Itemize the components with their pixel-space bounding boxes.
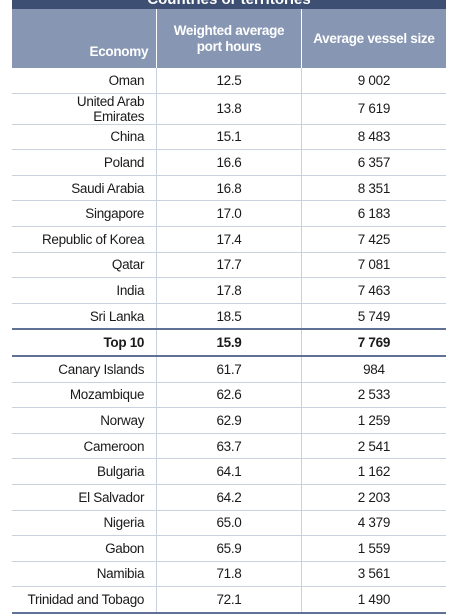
table-row: Republic of Korea 17.4 7 425 [12,226,446,253]
column-header: Weighted average port hours [156,9,302,68]
table-cell: 65.0 [156,510,302,537]
table-body: Oman 12.5 9 002 United Arab Emirates 13.8 7 6… [12,68,446,614]
title-bar: Countries or territories [12,0,446,9]
table-cell: 6 183 [301,200,446,227]
table-cell: 13.8 [156,93,302,125]
table-cell: Top 10 [12,328,158,357]
table-cell: 7 425 [301,226,446,253]
table-row: Saudi Arabia 16.8 8 351 [12,175,446,202]
table-row: Gabon 65.9 1 559 [12,535,446,562]
table-cell: 62.6 [156,382,302,409]
table-cell: China [12,124,158,151]
header-row: Economy Weighted average port hours Averag… [12,9,446,68]
table-cell: Nigeria [12,510,158,537]
table-cell: Sri Lanka [12,303,158,330]
table-cell: 1 259 [301,407,446,434]
table-cell: Saudi Arabia [12,175,158,202]
table-cell: 16.6 [156,149,302,176]
table-cell: United Arab Emirates [12,93,158,125]
table-cell: 7 081 [301,252,446,279]
table-cell: India [12,277,158,304]
table-row: Canary Islands 61.7 984 [12,355,446,383]
table-cell: 16.8 [156,175,302,202]
table-cell: 9 002 [301,68,446,94]
column-header: Economy [12,9,158,68]
table-cell: 17.7 [156,252,302,279]
table-row: Oman 12.5 9 002 [12,68,446,94]
table-cell: 15.9 [156,328,302,357]
table-cell: 8 351 [301,175,446,202]
table-cell: Gabon [12,535,158,562]
table-cell: 5 749 [301,303,446,330]
table-cell: El Salvador [12,484,158,511]
column-header: Average vessel size [301,9,446,68]
table-row: Poland 16.6 6 357 [12,149,446,176]
table-row: Norway 62.9 1 259 [12,407,446,434]
table-cell: 6 357 [301,149,446,176]
table-row: Top 10 15.9 7 769 [12,328,446,357]
table-cell: Mozambique [12,382,158,409]
table-cell: 17.4 [156,226,302,253]
table-cell: 1 559 [301,535,446,562]
table-row: China 15.1 8 483 [12,124,446,151]
table-cell: 15.1 [156,124,302,151]
table-cell: 63.7 [156,433,302,460]
table-row: El Salvador 64.2 2 203 [12,484,446,511]
table-cell: Namibia [12,561,158,588]
table-cell: 17.8 [156,277,302,304]
table-row: Singapore 17.0 6 183 [12,200,446,227]
table-cell: 17.0 [156,200,302,227]
table-cell: Oman [12,68,158,94]
data-table: Economy Weighted average port hours Averag… [12,9,446,614]
table-cell: Singapore [12,200,158,227]
table-cell: 7 769 [301,328,446,357]
table-cell: Republic of Korea [12,226,158,253]
table-cell: 984 [301,355,446,383]
table-cell: Canary Islands [12,355,158,383]
table-row: United Arab Emirates 13.8 7 619 [12,93,446,125]
table-head: Economy Weighted average port hours Averag… [12,9,446,68]
title: Countries or territories [12,0,446,8]
table-cell: 61.7 [156,355,302,383]
table-row: Bulgaria 64.1 1 162 [12,458,446,485]
table-row: Sri Lanka 18.5 5 749 [12,303,446,330]
table-cell: 7 619 [301,93,446,125]
page: {"header": {"title": "Countries or terri… [12,0,446,614]
table-cell: Bulgaria [12,458,158,485]
table-cell: 2 533 [301,382,446,409]
table-row: Qatar 17.7 7 081 [12,252,446,279]
table-cell: 3 561 [301,561,446,588]
table-cell: 4 379 [301,510,446,537]
table-cell: 8 483 [301,124,446,151]
table-cell: 18.5 [156,303,302,330]
table-cell: 2 203 [301,484,446,511]
table-row: Namibia 71.8 3 561 [12,561,446,588]
table-cell: Norway [12,407,158,434]
table-cell: 64.1 [156,458,302,485]
table-cell: Qatar [12,252,158,279]
table-cell: 2 541 [301,433,446,460]
table-cell: 71.8 [156,561,302,588]
table-cell: 12.5 [156,68,302,94]
table-cell: 65.9 [156,535,302,562]
table-row: India 17.8 7 463 [12,277,446,304]
table-cell: 7 463 [301,277,446,304]
table-cell: 1 162 [301,458,446,485]
table-cell: 64.2 [156,484,302,511]
table-cell: Cameroon [12,433,158,460]
table-row: Mozambique 62.6 2 533 [12,382,446,409]
table-row: Cameroon 63.7 2 541 [12,433,446,460]
table-cell: 62.9 [156,407,302,434]
table-row: Nigeria 65.0 4 379 [12,510,446,537]
table-cell: Poland [12,149,158,176]
